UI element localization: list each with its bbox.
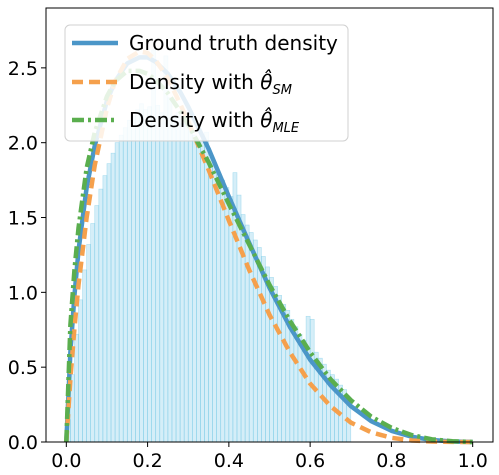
histogram-bar — [171, 115, 177, 443]
histogram-bar — [143, 109, 148, 443]
histogram-bar — [159, 112, 165, 443]
histogram-bar — [248, 232, 254, 443]
histogram-bar — [200, 139, 205, 443]
histogram-bar — [281, 304, 287, 443]
histogram-bar — [236, 194, 242, 443]
histogram-bar — [212, 164, 217, 443]
legend-label-mle: Density with θ̂MLE — [129, 107, 300, 136]
y-tick-label: 2.0 — [8, 133, 38, 155]
histogram-bar — [224, 187, 230, 443]
y-tick-label: 0.5 — [8, 357, 38, 379]
histogram-bar — [94, 205, 100, 443]
x-tick-label: 0.6 — [295, 450, 325, 472]
histogram-bar — [110, 152, 116, 443]
legend-label-sm-prefix: Density with — [129, 70, 260, 94]
histogram-bar — [257, 247, 262, 443]
histogram-bar — [183, 124, 189, 443]
histogram-bar — [131, 115, 136, 443]
y-tick-label: 1.0 — [8, 282, 38, 304]
histogram-bar — [90, 223, 96, 443]
histogram-bar — [139, 103, 144, 443]
x-tick-label: 0.0 — [51, 450, 81, 472]
histogram-bar — [191, 134, 197, 443]
histogram-bar — [122, 127, 128, 443]
plot-area-frame — [45, 7, 494, 443]
legend-label-mle-symbol: θ̂ — [260, 107, 272, 132]
y-tick-label: 0.0 — [8, 432, 38, 454]
histogram-bar — [273, 286, 278, 443]
histogram-bar — [155, 104, 161, 443]
x-tick-label: 1.0 — [458, 450, 488, 472]
histogram-bar — [175, 112, 181, 443]
legend-label-mle-prefix: Density with — [129, 108, 260, 132]
histogram-bar — [265, 266, 270, 443]
histogram-bar — [196, 142, 201, 443]
histogram-bar — [252, 239, 258, 443]
histogram-bar — [147, 106, 152, 443]
histogram-bar — [293, 326, 299, 443]
x-axis-ticks: 0.0 0.2 0.4 0.6 0.8 1.0 — [51, 442, 488, 472]
histogram-bar — [126, 119, 132, 443]
histogram-bar — [118, 134, 124, 443]
histogram-bar — [74, 333, 79, 443]
histogram-bar — [269, 277, 274, 443]
legend-label-sm-subscript: SM — [272, 83, 291, 98]
x-tick-label: 0.2 — [132, 450, 162, 472]
histogram-bar — [305, 315, 311, 443]
legend-box — [64, 24, 349, 142]
histogram-bar — [78, 299, 83, 443]
x-tick-label: 0.8 — [376, 450, 406, 472]
histogram-bar — [204, 131, 209, 443]
histogram-bar — [220, 179, 226, 443]
y-tick-label: 2.5 — [8, 58, 38, 80]
legend-label-mle-subscript: MLE — [272, 121, 299, 136]
histogram-bar — [244, 224, 250, 443]
histogram-bar — [98, 188, 104, 443]
x-tick-label: 0.4 — [214, 450, 244, 472]
y-axis-ticks: 0.0 0.5 1.0 1.5 2.0 2.5 — [8, 58, 46, 454]
histogram-bar — [179, 122, 185, 443]
histogram-bar — [309, 318, 315, 443]
histogram-bar — [114, 142, 120, 443]
histogram-bar — [86, 244, 91, 443]
histogram-bar — [82, 269, 87, 443]
histogram-bar — [106, 163, 112, 443]
histogram-bar — [208, 157, 213, 443]
legend-label-ground-truth: Ground truth density — [129, 31, 338, 55]
histogram-bar — [277, 295, 282, 443]
legend-label-sm-symbol: θ̂ — [260, 69, 272, 94]
histogram-bar — [297, 333, 303, 443]
histogram-bar — [167, 97, 173, 443]
histogram-bar — [216, 172, 222, 443]
legend-label-sm: Density with θ̂SM — [129, 69, 292, 98]
legend: Ground truth density Density with θ̂SM D… — [64, 24, 349, 142]
histogram-bar — [135, 109, 140, 443]
histogram-bar — [261, 256, 266, 443]
histogram-bar — [289, 318, 295, 443]
histogram-bar — [187, 124, 193, 443]
histogram-bar — [102, 175, 108, 443]
y-tick-label: 1.5 — [8, 208, 38, 230]
